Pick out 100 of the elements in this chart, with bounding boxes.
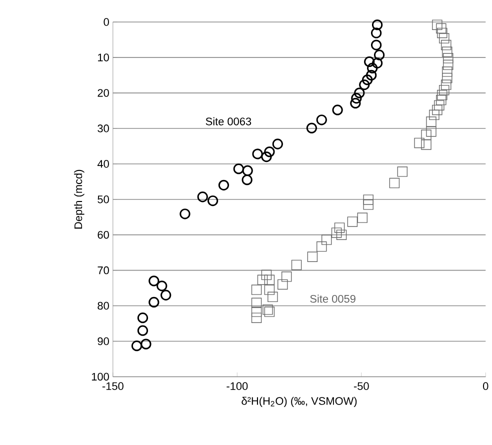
x-axis-title: δ²H(H$_{2}$O) (‰, VSMOW) bbox=[242, 396, 357, 408]
point bbox=[242, 165, 253, 176]
point bbox=[268, 292, 278, 302]
point bbox=[156, 280, 168, 292]
point bbox=[442, 46, 452, 58]
point bbox=[264, 284, 275, 296]
y-tick-label: 60 bbox=[98, 231, 109, 239]
point bbox=[363, 200, 374, 210]
point bbox=[261, 152, 272, 162]
point bbox=[272, 138, 283, 150]
point bbox=[251, 284, 262, 296]
point bbox=[251, 312, 262, 324]
point bbox=[426, 126, 436, 137]
text: Site 0059 bbox=[310, 294, 356, 303]
point bbox=[148, 297, 160, 308]
point bbox=[370, 40, 382, 51]
y-tick-label: 20 bbox=[98, 89, 109, 97]
point bbox=[366, 70, 377, 81]
point bbox=[434, 100, 444, 111]
y-tick-label: 10 bbox=[98, 54, 109, 62]
y-tick-label: 70 bbox=[98, 266, 109, 274]
point bbox=[442, 53, 454, 64]
point bbox=[336, 230, 347, 240]
point bbox=[432, 105, 442, 116]
point bbox=[442, 73, 452, 84]
point bbox=[321, 234, 332, 246]
y-axis-title: Depth (mcd) bbox=[74, 170, 84, 229]
point bbox=[432, 20, 442, 30]
point bbox=[374, 50, 385, 60]
point bbox=[370, 28, 382, 38]
point bbox=[372, 20, 383, 30]
y-tick-label: 0 bbox=[104, 18, 109, 26]
point bbox=[351, 93, 362, 104]
point bbox=[436, 23, 446, 34]
y-tick-label: 30 bbox=[98, 124, 109, 132]
point bbox=[251, 298, 262, 308]
point bbox=[307, 252, 318, 262]
point bbox=[442, 66, 452, 77]
x-tick-label: -150 bbox=[102, 382, 124, 390]
point bbox=[414, 138, 424, 148]
point bbox=[429, 110, 440, 120]
point bbox=[436, 95, 446, 106]
point bbox=[354, 88, 365, 98]
text: Site 0063 bbox=[206, 117, 252, 126]
point bbox=[306, 122, 318, 134]
point bbox=[350, 98, 361, 109]
point bbox=[367, 62, 378, 74]
point bbox=[257, 274, 268, 286]
point bbox=[439, 33, 450, 44]
point bbox=[160, 290, 172, 301]
x-tick-label: -50 bbox=[354, 382, 369, 390]
point bbox=[197, 192, 208, 202]
point bbox=[131, 340, 142, 352]
point bbox=[278, 280, 288, 290]
x-tick-label: 0 bbox=[483, 382, 488, 390]
point bbox=[426, 116, 436, 127]
point bbox=[148, 276, 160, 286]
point bbox=[372, 58, 383, 69]
point bbox=[357, 212, 368, 224]
point bbox=[291, 260, 302, 270]
point bbox=[347, 216, 358, 227]
point bbox=[439, 85, 450, 96]
point bbox=[362, 74, 373, 86]
point bbox=[389, 178, 400, 188]
y-tick-label: 40 bbox=[97, 160, 109, 168]
point bbox=[437, 28, 448, 38]
point bbox=[262, 304, 273, 315]
x-tick-label: -100 bbox=[226, 382, 248, 390]
point bbox=[264, 306, 275, 318]
point bbox=[397, 166, 408, 177]
point bbox=[261, 270, 272, 280]
point bbox=[137, 325, 148, 336]
y-tick-label: 50 bbox=[98, 196, 109, 204]
point bbox=[218, 180, 230, 191]
point bbox=[137, 312, 148, 324]
point bbox=[441, 80, 452, 90]
y-tick-label: 80 bbox=[98, 302, 109, 310]
point bbox=[252, 148, 263, 160]
point bbox=[207, 196, 218, 206]
point bbox=[442, 60, 454, 70]
point bbox=[180, 208, 190, 220]
point bbox=[421, 140, 432, 150]
point bbox=[359, 80, 370, 90]
point bbox=[316, 114, 327, 126]
point bbox=[441, 40, 452, 50]
point bbox=[421, 130, 432, 140]
point bbox=[264, 274, 275, 286]
point bbox=[331, 228, 342, 238]
y-tick-label: 100 bbox=[92, 373, 109, 381]
point bbox=[140, 338, 152, 350]
point bbox=[264, 146, 275, 158]
point bbox=[364, 56, 375, 68]
point bbox=[233, 164, 244, 174]
point bbox=[281, 272, 292, 282]
point bbox=[316, 242, 327, 252]
point bbox=[242, 174, 252, 186]
point bbox=[332, 104, 343, 116]
point bbox=[334, 222, 345, 234]
point bbox=[363, 194, 374, 206]
point bbox=[251, 306, 262, 318]
